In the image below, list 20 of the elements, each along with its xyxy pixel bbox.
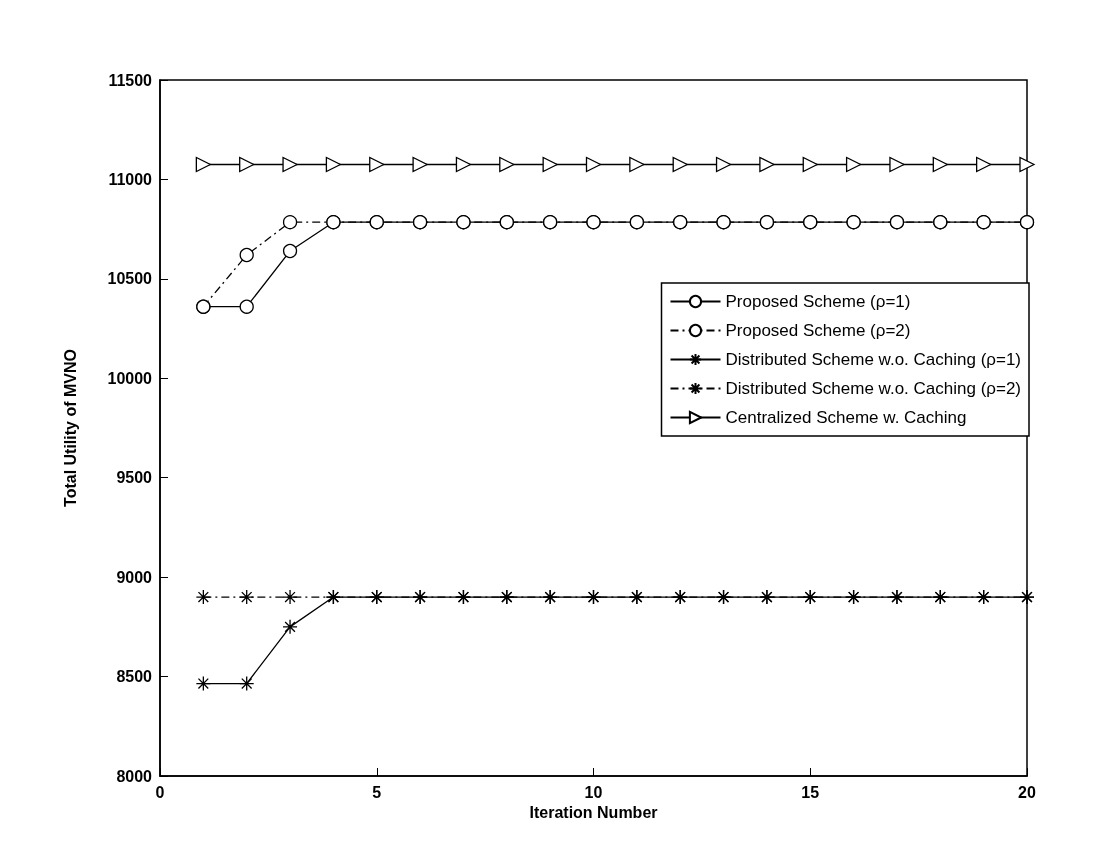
x-tick-label: 20 (1018, 783, 1036, 801)
legend-label: Distributed Scheme w.o. Caching (ρ=1) (725, 350, 1021, 369)
y-tick-label: 10500 (107, 270, 153, 288)
y-tick-label: 9000 (116, 568, 153, 586)
y-tick-label: 8500 (116, 668, 153, 686)
x-axis-title: Iteration Number (529, 804, 658, 822)
x-tick-label: 10 (584, 783, 603, 801)
legend-label: Distributed Scheme w.o. Caching (ρ=2) (725, 379, 1021, 398)
y-tick-label: 10000 (107, 369, 153, 387)
x-tick-label: 5 (372, 783, 382, 801)
y-tick-label: 11000 (108, 170, 153, 188)
y-tick-label: 9500 (116, 469, 153, 487)
y-tick-label: 8000 (116, 767, 153, 785)
legend-label: Proposed Scheme (ρ=1) (725, 292, 911, 311)
x-tick-label: 0 (155, 783, 165, 801)
legend-label: Centralized Scheme w. Caching (725, 408, 967, 427)
y-tick-label: 11500 (108, 71, 153, 89)
x-tick-label: 15 (801, 783, 820, 801)
legend-label: Proposed Scheme (ρ=2) (725, 321, 911, 340)
y-axis-title: Total Utility of MVNO (61, 349, 79, 507)
